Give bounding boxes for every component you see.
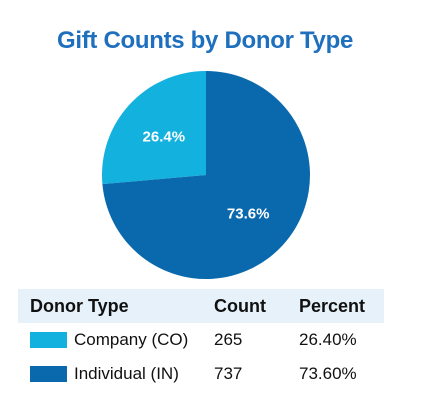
- header-count: Count: [214, 296, 266, 316]
- pie-label-individual: 73.6%: [227, 206, 270, 223]
- table-header: Donor Type Count Percent: [18, 289, 384, 323]
- pie-label-company: 26.4%: [143, 128, 186, 145]
- row-donor-type: Individual (IN): [74, 364, 179, 383]
- pie-slice-individual: [102, 71, 311, 279]
- table-row: Company (CO) 265 26.40%: [18, 323, 384, 357]
- legend-swatch-individual: [30, 366, 67, 382]
- table-row: Individual (IN) 737 73.60%: [18, 357, 384, 391]
- donor-table: Donor Type Count Percent Company (CO) 26…: [18, 289, 384, 391]
- row-percent: 73.60%: [299, 364, 357, 383]
- pie-chart: 26.4% 73.6%: [102, 71, 311, 279]
- header-percent: Percent: [299, 296, 366, 316]
- pie-slice-company: [102, 71, 206, 185]
- chart-title: Gift Counts by Donor Type: [56, 27, 354, 54]
- row-count: 265: [214, 330, 243, 349]
- row-count: 737: [214, 364, 243, 383]
- legend-swatch-company: [30, 332, 67, 348]
- row-percent: 26.40%: [299, 330, 357, 349]
- header-donor-type: Donor Type: [30, 296, 129, 316]
- row-donor-type: Company (CO): [74, 330, 189, 349]
